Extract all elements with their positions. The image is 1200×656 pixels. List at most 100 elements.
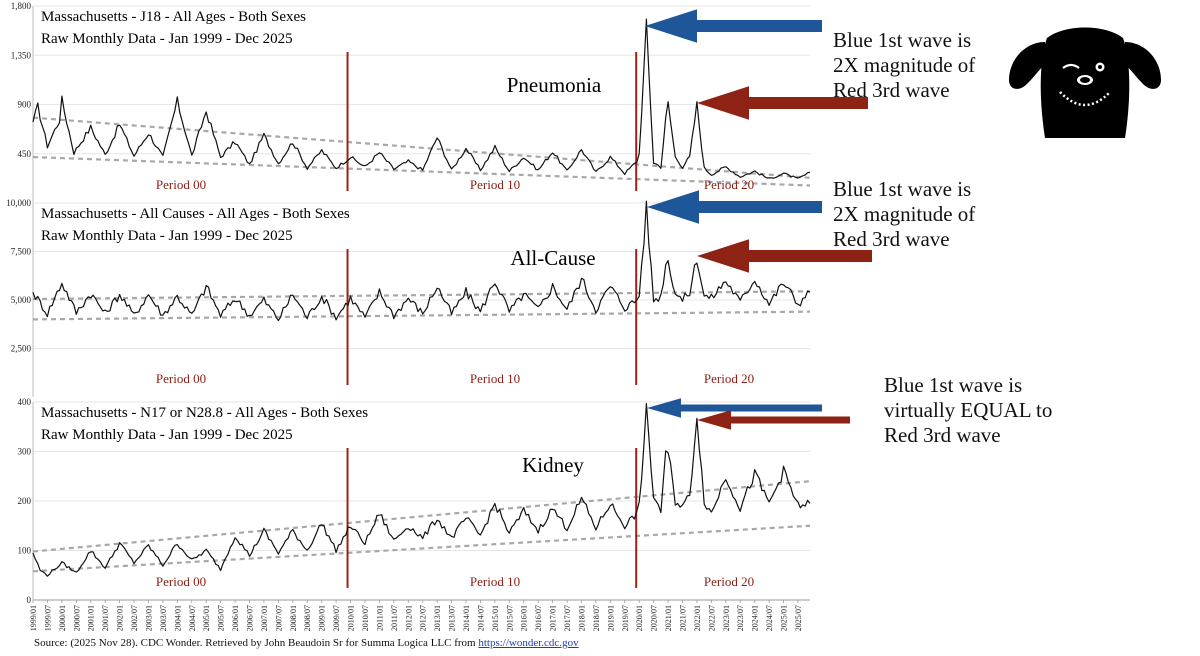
x-tick-label: 2005/07 (217, 605, 226, 631)
x-tick-label: 2005/01 (202, 605, 211, 631)
period-label: Period 00 (156, 177, 206, 192)
chart-panel-2: 10,000 7,500 5,000 2,500 Period 00 Period 10 P… (6, 198, 811, 397)
trend-line (32, 116, 811, 179)
y-tick-label: 200 (18, 496, 32, 506)
annotation-line: virtually EQUAL to (884, 398, 1053, 422)
trend-line (32, 524, 811, 573)
x-tick-label: 2015/01 (491, 605, 500, 631)
trend-line (32, 480, 811, 553)
panel-title: Massachusetts - All Causes - All Ages - … (41, 206, 350, 222)
annotation-note-1: Blue 1st wave is 2X magnitude of Red 3rd… (833, 28, 975, 103)
annotation-arrow (697, 239, 872, 273)
x-tick-label: 2008/01 (289, 605, 298, 631)
chart-panels: 1,800 1,350 900 450 Period 00 Period 10 Period… (6, 1, 811, 605)
y-tick-label: 900 (18, 100, 32, 110)
y-tick-label: 0 (27, 595, 32, 605)
annotation-note-2: Blue 1st wave is 2X magnitude of Red 3rd… (833, 177, 975, 252)
x-tick-label: 2003/07 (159, 605, 168, 631)
panel-subtitle: Raw Monthly Data - Jan 1999 - Dec 2025 (41, 31, 293, 47)
x-tick-label: 2019/01 (606, 605, 615, 631)
x-tick-label: 2020/07 (650, 605, 659, 631)
source-credit: Source: (2025 Nov 28). CDC Wonder. Retri… (34, 637, 579, 649)
x-tick-label: 2010/01 (347, 605, 356, 631)
x-tick-label: 2002/07 (130, 605, 139, 631)
x-tick-label: 2007/01 (260, 605, 269, 631)
annotation-line: Blue 1st wave is (884, 373, 1023, 397)
x-tick-label: 2002/01 (116, 605, 125, 631)
x-tick-label: 2008/07 (303, 605, 312, 631)
x-tick-label: 2021/01 (664, 605, 673, 631)
trend-line (32, 310, 811, 321)
x-tick-label: 2025/07 (794, 605, 803, 631)
annotation-note-3: Blue 1st wave is virtually EQUAL to Red … (884, 373, 1052, 448)
x-tick-label: 2004/07 (188, 605, 197, 631)
dog-face-icon (1009, 27, 1161, 138)
annotation-arrow (697, 410, 850, 430)
annotation-line: Red 3rd wave (833, 78, 950, 102)
series-line (32, 402, 811, 577)
period-label: Period 00 (156, 371, 206, 386)
period-label: Period 10 (470, 177, 520, 192)
x-tick-label: 1999/07 (43, 605, 52, 631)
x-tick-label: 2021/07 (679, 605, 688, 631)
annotation-arrow (647, 190, 822, 224)
y-tick-label: 2,500 (11, 344, 32, 354)
annotation-line: Blue 1st wave is (833, 177, 972, 201)
x-tick-label: 2009/01 (318, 605, 327, 631)
annotation-arrow (645, 9, 822, 43)
x-tick-label: 2009/07 (332, 605, 341, 631)
annotation-arrow (647, 398, 822, 418)
x-tick-label: 2020/01 (635, 605, 644, 631)
x-tick-label: 2022/07 (707, 605, 716, 631)
y-tick-label: 1,350 (11, 50, 32, 60)
annotation-arrows (645, 9, 872, 430)
x-tick-label: 2015/07 (505, 605, 514, 631)
x-tick-label: 2022/01 (693, 605, 702, 631)
series-line (32, 200, 811, 322)
series-line (32, 18, 811, 179)
x-tick-label: 2006/07 (246, 605, 255, 631)
annotation-line: Blue 1st wave is (833, 28, 972, 52)
y-tick-label: 5,000 (11, 295, 32, 305)
annotation-line: 2X magnitude of (833, 202, 976, 226)
panel-subtitle: Raw Monthly Data - Jan 1999 - Dec 2025 (41, 228, 293, 244)
period-label: Period 00 (156, 574, 206, 589)
chart-name-label: All-Cause (510, 246, 595, 270)
period-label: Period 10 (470, 574, 520, 589)
x-tick-label: 2012/07 (419, 605, 428, 631)
panel-title: Massachusetts - N17 or N28.8 - All Ages … (41, 405, 368, 421)
x-tick-label: 2000/07 (72, 605, 81, 631)
x-tick-label: 1999/01 (29, 605, 38, 631)
x-tick-label: 2017/01 (549, 605, 558, 631)
x-tick-label: 2019/07 (621, 605, 630, 631)
x-tick-label: 2024/01 (751, 605, 760, 631)
period-label: Period 10 (470, 371, 520, 386)
x-tick-label: 2023/07 (736, 605, 745, 631)
x-tick-label: 2000/01 (58, 605, 67, 631)
x-tick-label: 2001/01 (87, 605, 96, 631)
x-tick-label: 2014/07 (476, 605, 485, 631)
y-tick-label: 300 (18, 447, 32, 457)
annotation-line: 2X magnitude of (833, 53, 976, 77)
x-tick-label: 2007/07 (274, 605, 283, 631)
source-link[interactable]: https://wonder.cdc.gov (478, 637, 579, 649)
panel-subtitle: Raw Monthly Data - Jan 1999 - Dec 2025 (41, 427, 293, 443)
x-tick-label: 2013/07 (448, 605, 457, 631)
x-tick-label: 2018/01 (577, 605, 586, 631)
x-tick-label: 2010/07 (361, 605, 370, 631)
trend-line (32, 155, 811, 187)
x-tick-label: 2017/07 (563, 605, 572, 631)
chart-name-label: Pneumonia (507, 73, 602, 97)
panel-title: Massachusetts - J18 - All Ages - Both Se… (41, 9, 306, 25)
chart-panel-1: 1,800 1,350 900 450 Period 00 Period 10 Period… (11, 1, 811, 203)
x-tick-label: 2024/07 (765, 605, 774, 631)
y-tick-label: 400 (18, 397, 32, 407)
x-axis: 1999/01 1999/07 2000/01 2000/07 2001/01 2001/… (29, 599, 810, 631)
chart-name-label: Kidney (522, 453, 584, 477)
chart-panel-3: 400 300 200 100 0 Period 00 Period 10 Period 20… (18, 397, 811, 605)
annotation-line: Red 3rd wave (884, 423, 1001, 447)
trend-line (32, 290, 811, 301)
x-tick-label: 2014/01 (462, 605, 471, 631)
source-text: Source: (2025 Nov 28). CDC Wonder. Retri… (34, 637, 479, 649)
